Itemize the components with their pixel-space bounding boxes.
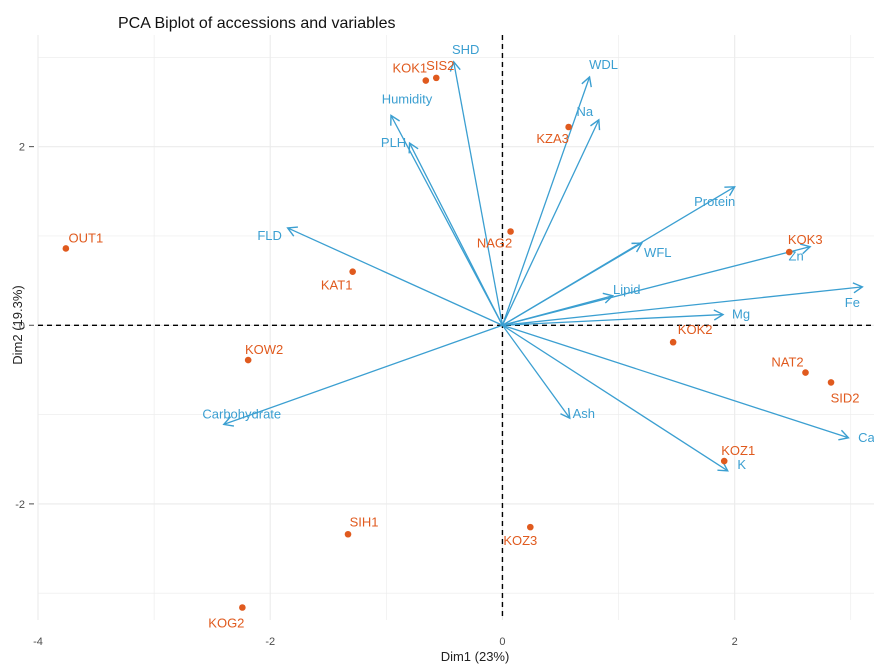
accession-koz1-point <box>720 457 728 465</box>
accession-sis2-point <box>432 74 440 82</box>
variable-k-arrow <box>502 324 729 472</box>
variable-wdl-arrow <box>501 75 592 326</box>
accession-sis2-label: SIS2 <box>426 58 454 73</box>
accession-sih1-point <box>344 530 352 538</box>
accession-kow2-point <box>244 356 252 364</box>
variable-shd-label: SHD <box>452 42 479 57</box>
x-tick-label: 0 <box>499 636 505 648</box>
accession-sid2-label: SID2 <box>831 390 860 405</box>
variable-fe-label: Fe <box>845 295 860 310</box>
variable-protein-label: Protein <box>694 194 735 209</box>
accession-sid2-point <box>827 379 835 386</box>
accession-kza3-point <box>565 123 572 131</box>
accession-kok1-label: KOK1 <box>392 61 427 76</box>
grid-lines <box>37 35 874 620</box>
variable-fld-label: FLD <box>257 228 282 243</box>
accession-kok2-label: KOK2 <box>678 322 713 337</box>
accession-kat1-point <box>349 268 356 275</box>
accession-koz3-point <box>527 523 534 531</box>
variable-lipid-label: Lipid <box>613 282 640 297</box>
x-tick-label: -4 <box>33 636 43 648</box>
accession-kog2-label: KOG2 <box>208 615 244 630</box>
x-tick-label: 2 <box>732 636 738 648</box>
variable-ash-label: Ash <box>573 406 595 421</box>
variable-lipid-arrow <box>502 292 615 326</box>
accession-kok3-point <box>785 248 793 256</box>
variable-na-arrow <box>501 118 601 326</box>
accession-kok1-point <box>422 77 430 84</box>
accession-sih1-label: SIH1 <box>350 514 379 529</box>
accession-out1-label: OUT1 <box>69 230 104 245</box>
accession-kow2-label: KOW2 <box>245 342 283 357</box>
variable-ash-arrow <box>501 324 571 420</box>
y-axis-title: Dim2 (19.3%) <box>10 285 25 364</box>
accession-kza3-label: KZA3 <box>536 131 569 146</box>
accession-kog2-point <box>239 604 246 611</box>
accession-koz3-label: KOZ3 <box>503 533 537 548</box>
variable-humidity-label: Humidity <box>382 91 433 106</box>
accession-kat1-label: KAT1 <box>321 278 353 293</box>
y-tick-label: 0 <box>19 320 25 332</box>
y-tick-label: 2 <box>19 142 25 154</box>
variable-carbohydrate-arrow <box>222 324 503 427</box>
accession-nag2-label: NAG2 <box>477 235 512 250</box>
accession-kok3-label: KOK3 <box>788 232 823 247</box>
variable-k-label: K <box>737 457 746 472</box>
accession-koz1-label: KOZ1 <box>721 443 755 458</box>
variable-fld-arrow <box>286 226 503 326</box>
x-axis-title: Dim1 (23%) <box>441 649 510 664</box>
y-tick-label: -2 <box>15 499 25 511</box>
variable-plh-arrow <box>408 141 504 326</box>
chart-title: PCA Biplot of accessions and variables <box>118 15 395 32</box>
accession-out1-point <box>62 245 70 252</box>
individual-points: OUT1 KOW2 KAT1 SIH1 KOG2 KOK1 SIS2 KZA3 NAG2 KOZ3… <box>62 58 860 630</box>
variable-plh-label: PLH <box>381 135 406 150</box>
variable-shd-arrow <box>449 60 504 326</box>
variable-wfl-arrow <box>502 242 644 326</box>
variable-wdl-label: WDL <box>589 57 618 72</box>
variable-fe-arrow <box>502 282 864 326</box>
accession-nat2-label: NAT2 <box>771 355 803 370</box>
variable-na-label: Na <box>577 104 594 119</box>
accession-kok2-point <box>669 338 677 346</box>
variable-mg-arrow <box>502 309 725 326</box>
tick-labels: -4 -2 0 2 -2 0 2 <box>15 142 738 648</box>
x-tick-label: -2 <box>265 636 275 648</box>
variable-ca-label: Ca <box>858 430 874 445</box>
variable-mg-label: Mg <box>732 307 750 322</box>
variable-wfl-label: WFL <box>644 245 671 260</box>
accession-nat2-point <box>802 369 809 376</box>
reference-lines <box>38 35 874 620</box>
variable-carbohydrate-label: Carbohydrate <box>202 406 281 421</box>
accession-nag2-point <box>507 228 514 235</box>
variable-ca-arrow <box>502 324 850 441</box>
